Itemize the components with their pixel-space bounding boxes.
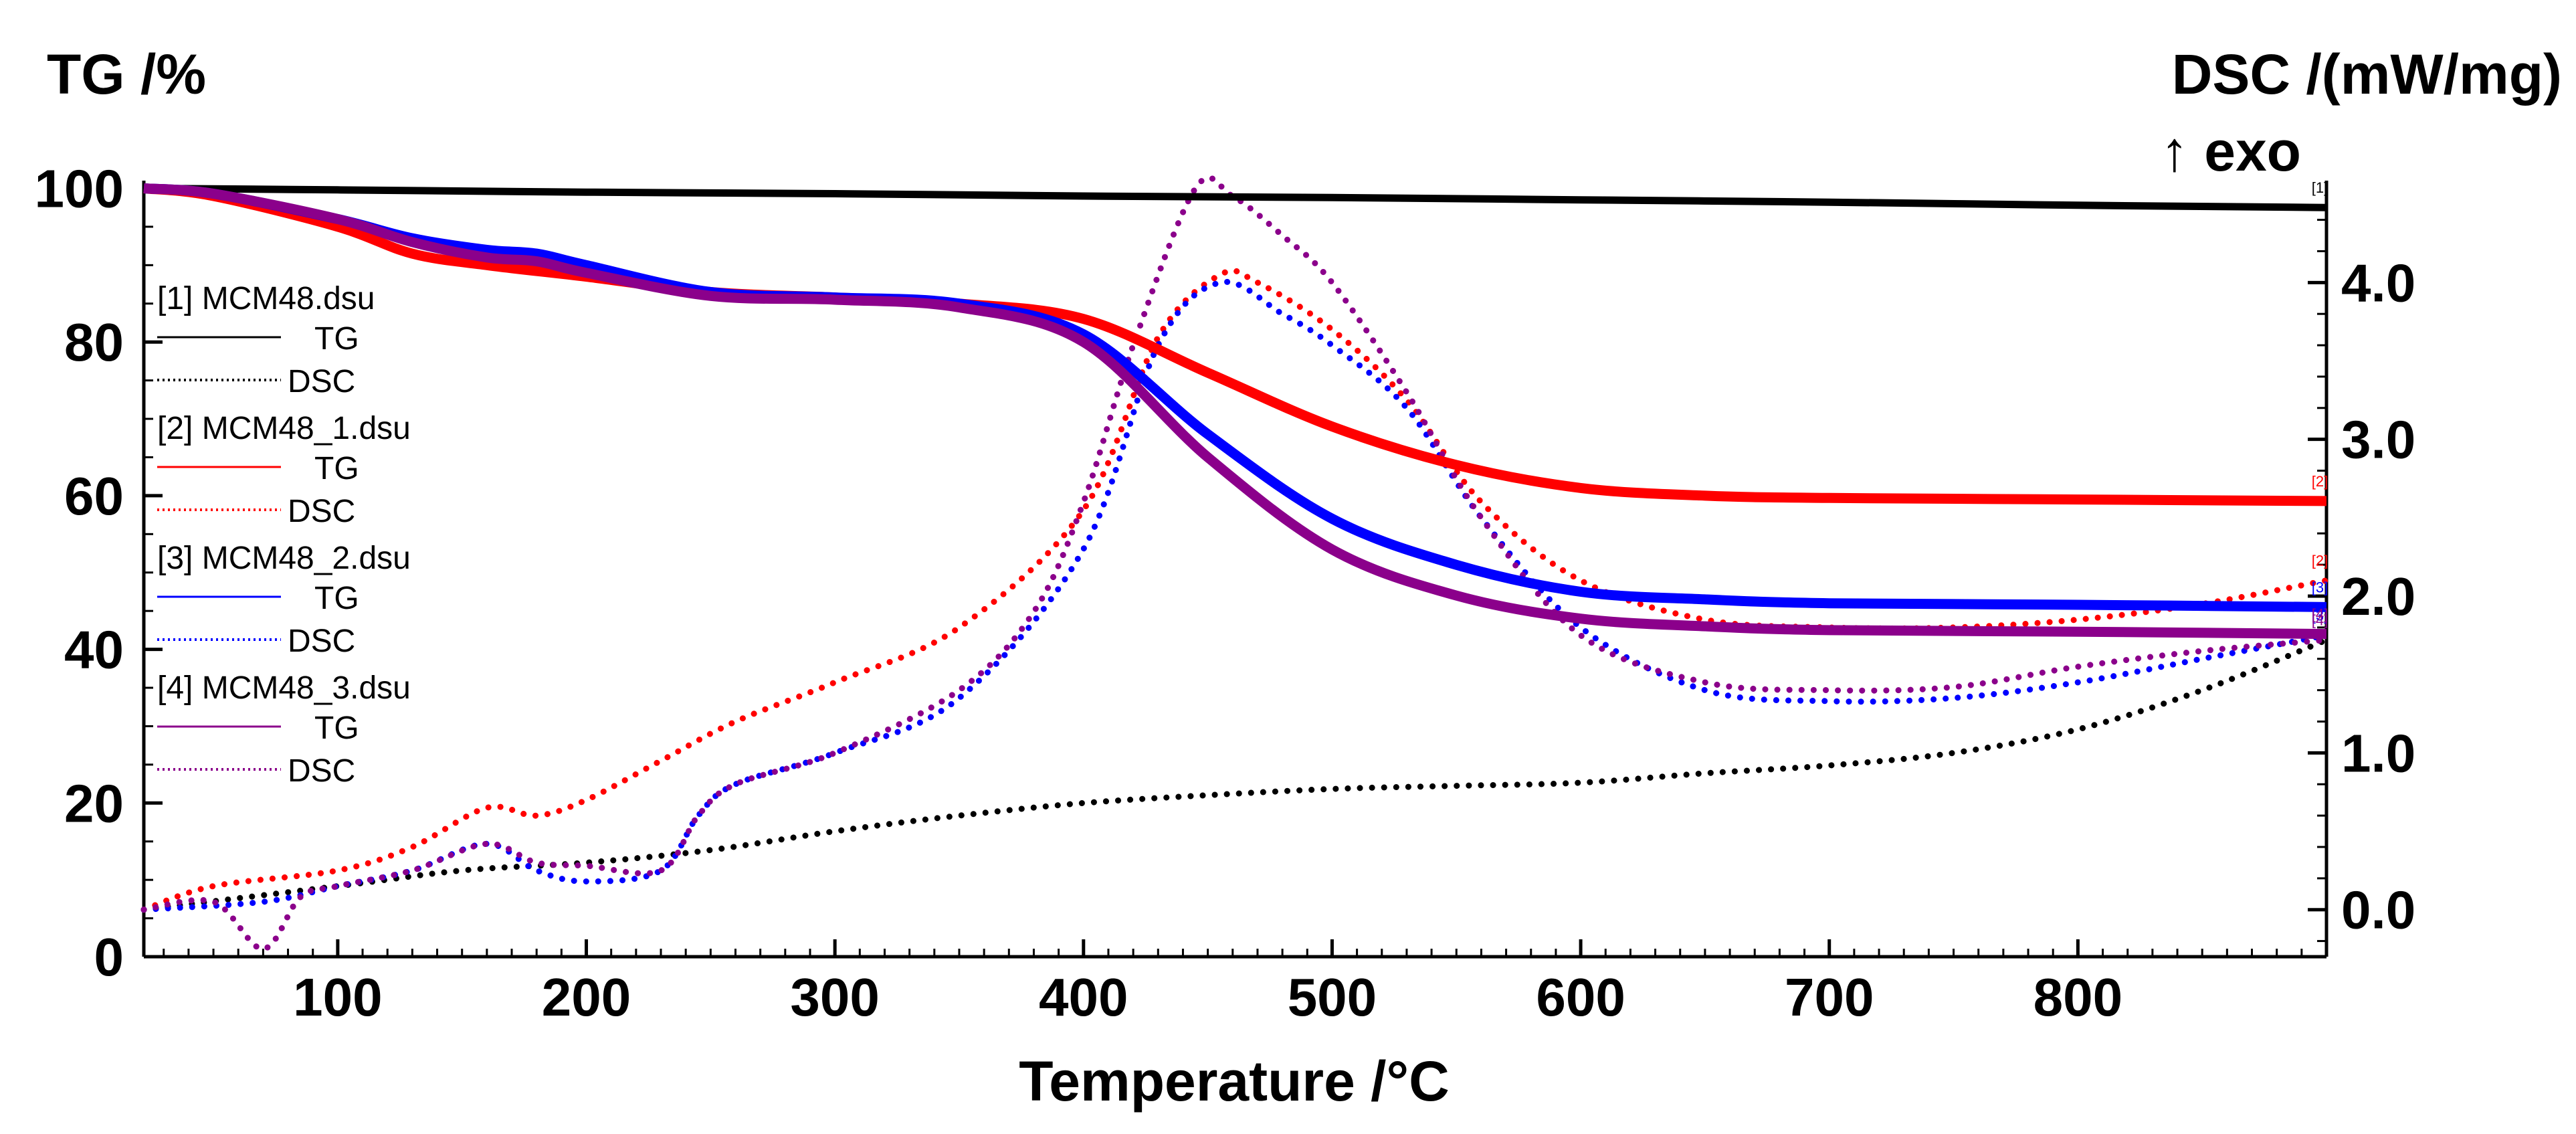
legend-file-label: [2] MCM48_1.dsu: [157, 411, 411, 446]
legend-dsc-label: DSC: [288, 624, 355, 659]
x-axis-title: Temperature /°C: [1019, 1050, 1450, 1113]
legend-tg-label: TG: [314, 581, 359, 616]
series-end-marker: [4]: [2312, 606, 2328, 623]
legend-file-label: [4] MCM48_3.dsu: [157, 670, 411, 706]
x-tick-label: 700: [1785, 967, 1874, 1027]
right-tick-label: 2.0: [2341, 567, 2415, 626]
right-tick-label: 1.0: [2341, 723, 2415, 783]
left-tick-label: 100: [35, 159, 124, 218]
left-tick-label: 60: [64, 466, 124, 526]
right-tick-label: 3.0: [2341, 410, 2415, 470]
legend-tg-label: TG: [314, 451, 359, 486]
series-end-marker: [4]: [2312, 612, 2328, 629]
x-tick-label: 100: [293, 967, 382, 1027]
legend-dsc-label: DSC: [288, 364, 355, 399]
series-line: [2] MCM48_1 DSC: [140, 268, 2330, 913]
legend-dsc-label: DSC: [288, 753, 355, 789]
x-tick-label: 200: [542, 967, 631, 1027]
series-line: [1] MCM48 DSC: [140, 637, 2330, 913]
x-tick-label: 800: [2034, 967, 2122, 1027]
series-end-marker: [2]: [2312, 473, 2328, 490]
x-tick-label: 500: [1288, 967, 1377, 1027]
series-line: [3] MCM48_2 TG: [143, 183, 2327, 612]
x-tick-label: 400: [1039, 967, 1128, 1027]
x-tick-label: 600: [1536, 967, 1625, 1027]
right-axis-title: DSC /(mW/mg): [2172, 43, 2562, 106]
legend-tg-label: TG: [314, 711, 359, 746]
legend-tg-label: TG: [314, 321, 359, 357]
left-tick-label: 40: [64, 620, 124, 680]
right-tick-label: 4.0: [2341, 253, 2415, 312]
left-tick-label: 0: [94, 927, 124, 987]
x-tick-label: 300: [790, 967, 879, 1027]
right-axis-exo-note: ↑ exo: [2161, 120, 2301, 183]
series-line: [3] MCM48_2 DSC: [140, 278, 2330, 913]
series-end-marker: [2]: [2312, 553, 2328, 569]
left-axis-title: TG /%: [47, 43, 206, 106]
series-end-marker: [3]: [2312, 579, 2328, 595]
series-end-marker: [1]: [2312, 179, 2328, 196]
series-line: [4] MCM48_3 TG: [143, 183, 2327, 640]
left-tick-label: 80: [64, 312, 124, 372]
left-tick-label: 20: [64, 773, 124, 833]
series-line: [2] MCM48_1 TG: [143, 183, 2327, 506]
right-tick-label: 0.0: [2341, 880, 2415, 940]
legend-file-label: [1] MCM48.dsu: [157, 281, 375, 316]
series-line: [1] MCM48 TG: [143, 185, 2327, 211]
series-line: [4] MCM48_3 DSC: [140, 175, 2330, 952]
legend-file-label: [3] MCM48_2.dsu: [157, 541, 411, 576]
legend-dsc-label: DSC: [288, 494, 355, 529]
